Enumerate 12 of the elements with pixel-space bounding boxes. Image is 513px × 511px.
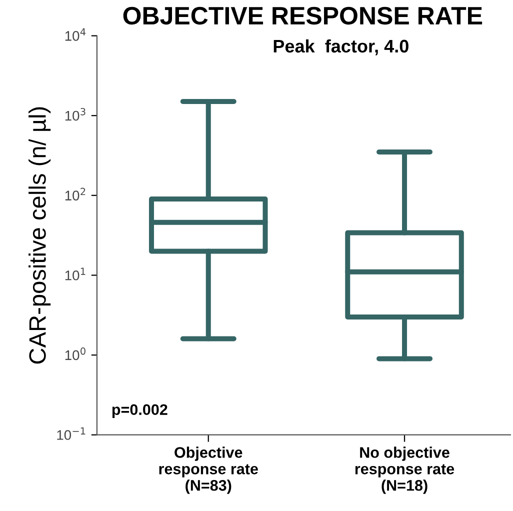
- chart-title: OBJECTIVE RESPONSE RATE: [123, 6, 482, 25]
- y-tick-label: 10$^{0}$: [65, 347, 86, 360]
- y-tick-label: 10$^{1}$: [65, 268, 86, 280]
- y-tick-label: 10$^{4}$: [65, 28, 86, 41]
- y-tick-label: 10$^{3}$: [65, 108, 86, 121]
- chart-subtitle: Peak factor, 4.0: [274, 39, 408, 56]
- y-axis-title: CAR-positive cells (n/ µl): [28, 107, 51, 364]
- annotation: p=0.002: [112, 404, 168, 418]
- y-tick-label: 10$^{−1}$: [57, 427, 86, 440]
- x-tick-label: Objective response rate (N=83): [159, 446, 258, 494]
- y-tick-label: 10$^{2}$: [65, 188, 86, 200]
- x-tick-label: No objective response rate (N=18): [355, 446, 454, 494]
